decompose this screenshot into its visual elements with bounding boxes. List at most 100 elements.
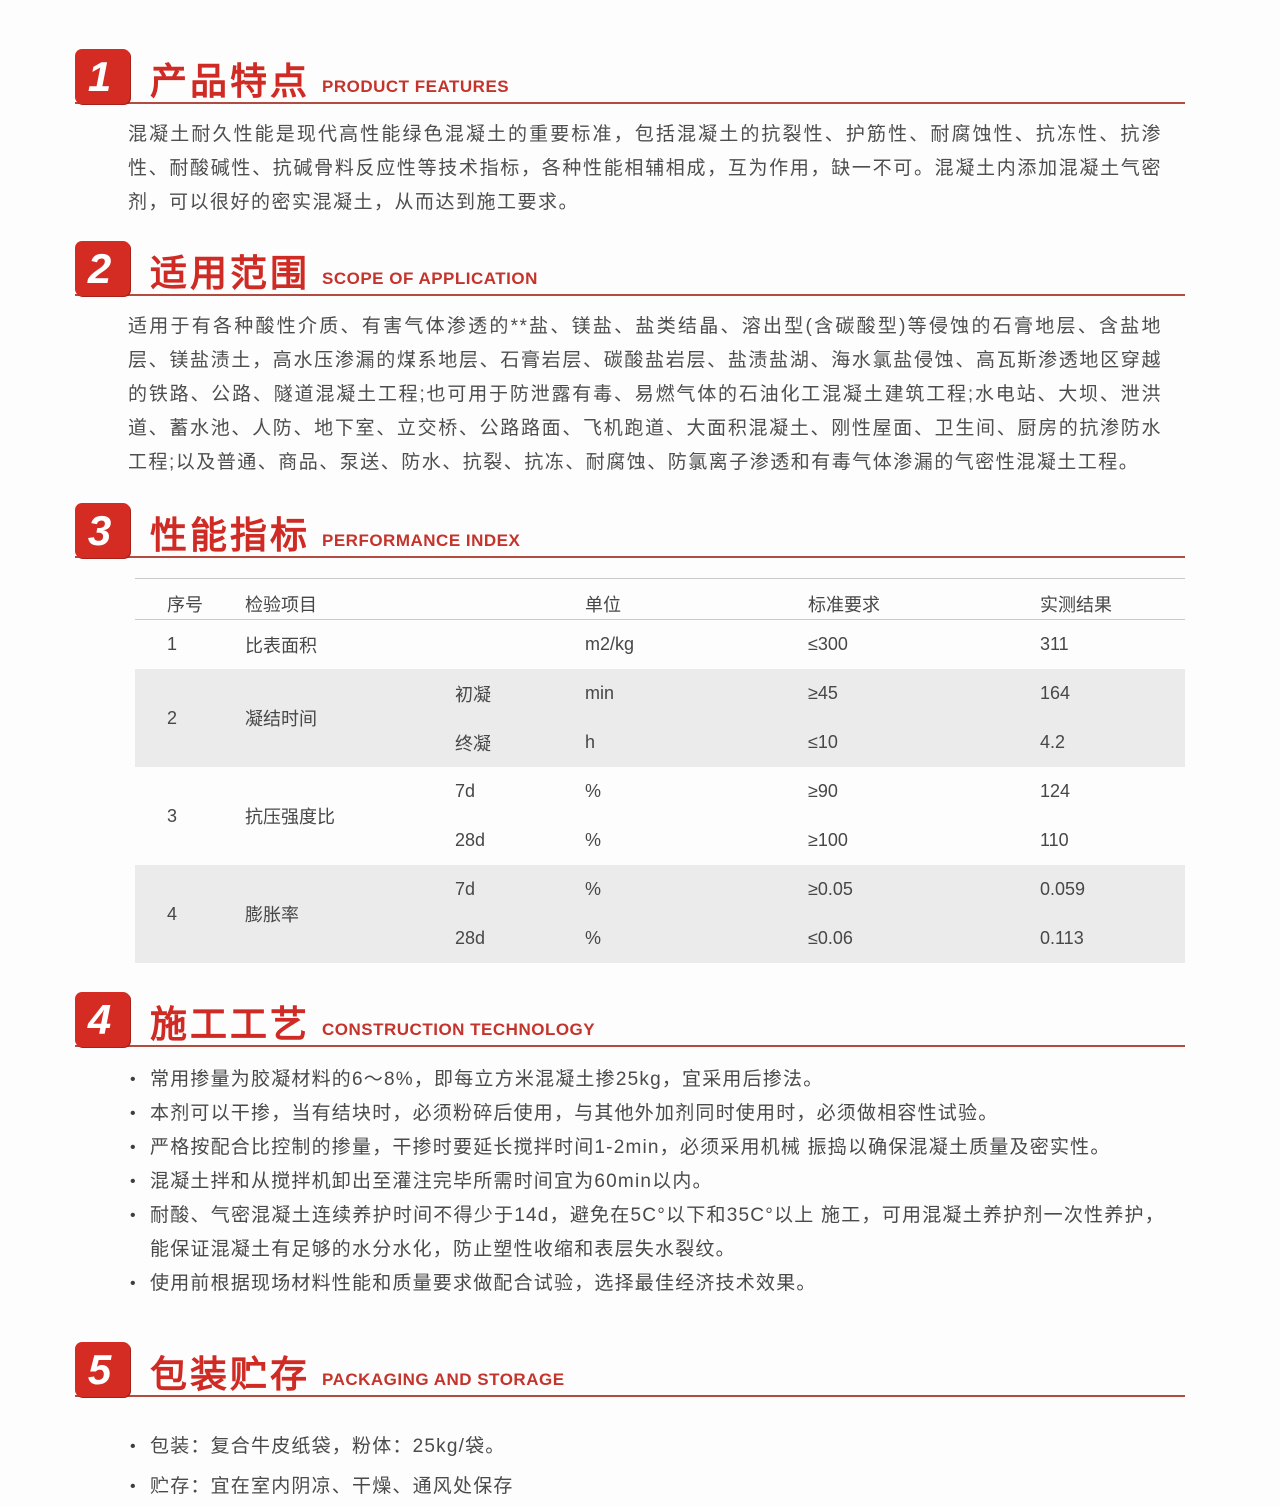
section-number: 3 <box>87 506 112 554</box>
bullet-text: 常用掺量为胶凝材料的6～8%，即每立方米混凝土掺25kg，宜采用后掺法。 <box>150 1069 824 1090</box>
bullet-dot-icon: • <box>130 1139 137 1156</box>
bullet-dot-icon: • <box>130 1478 137 1495</box>
cell-result: 4.2 <box>1040 732 1066 752</box>
section-header-product-features: 1 产品特点 PRODUCT FEATURES <box>75 46 1185 104</box>
cell-unit: % <box>585 830 602 850</box>
scope-paragraph: 适用于有各种酸性介质、有害气体渗透的**盐、镁盐、盐类结晶、溶出型(含碳酸型)等… <box>128 316 1162 473</box>
section-number: 5 <box>87 1345 112 1393</box>
cell-result: 110 <box>1040 830 1069 850</box>
bullet-text: 混凝土拌和从搅拌机卸出至灌注完毕所需时间宜为60min以内。 <box>150 1171 713 1192</box>
bullet-dot-icon: • <box>130 1207 137 1224</box>
cell-item: 比表面积 <box>245 635 317 656</box>
bullet-dot-icon: • <box>130 1438 137 1455</box>
cell-unit: h <box>585 732 596 752</box>
cell-standard: ≤300 <box>808 634 848 654</box>
cell-sub: 终凝 <box>455 733 491 754</box>
section-header-scope: 2 适用范围 SCOPE OF APPLICATION <box>75 238 1185 296</box>
col-header-standard: 标准要求 <box>808 594 880 615</box>
cell-unit: min <box>585 683 615 703</box>
section-number: 1 <box>87 52 112 100</box>
cell-sub <box>445 620 585 669</box>
cell-standard: ≤10 <box>808 732 838 752</box>
cell-sub: 7d <box>455 879 476 899</box>
performance-table: 序号 检验项目 单位 标准要求 实测结果 1 比表面积 m2/kg ≤300 3… <box>135 578 1185 963</box>
product-features-paragraph: 混凝土耐久性能是现代高性能绿色混凝土的重要标准，包括混凝土的抗裂性、护筋性、耐腐… <box>128 124 1162 213</box>
section-header-packaging: 5 包装贮存 PACKAGING AND STORAGE <box>75 1339 1185 1397</box>
section-number-badge: 1 <box>75 49 130 104</box>
section-number-badge: 2 <box>75 241 130 296</box>
col-header-unit: 单位 <box>585 594 621 615</box>
cell-item: 凝结时间 <box>245 709 317 729</box>
section-title: 施工工艺 <box>150 1004 310 1045</box>
cell-result: 124 <box>1040 781 1071 801</box>
bullet-text: 使用前根据现场材料性能和质量要求做配合试验，选择最佳经济技术效果。 <box>150 1273 817 1294</box>
cell-standard: ≥45 <box>808 683 838 703</box>
cell-item: 膨胀率 <box>245 905 299 925</box>
bullet-dot-icon: • <box>130 1105 137 1122</box>
list-item: • 常用掺量为胶凝材料的6～8%，即每立方米混凝土掺25kg，宜采用后掺法。 <box>128 1063 1165 1097</box>
section-header-performance: 3 性能指标 PERFORMANCE INDEX <box>75 500 1185 558</box>
section-subtitle: PRODUCT FEATURES <box>322 77 510 96</box>
cell-sub: 28d <box>455 928 486 948</box>
list-item: • 严格按配合比控制的掺量，干掺时要延长搅拌时间1-2min，必须采用机械 振捣以… <box>128 1131 1165 1165</box>
cell-sub: 28d <box>455 830 486 850</box>
list-item: • 耐酸、气密混凝土连续养护时间不得少于14d，避免在5C°以下和35C°以上 施… <box>128 1199 1165 1267</box>
section-number-badge: 5 <box>75 1342 130 1397</box>
cell-standard: ≥100 <box>808 830 848 850</box>
cell-standard: ≤0.06 <box>808 928 853 948</box>
construction-bullet-list: • 常用掺量为胶凝材料的6～8%，即每立方米混凝土掺25kg，宜采用后掺法。 • 本… <box>128 1063 1165 1301</box>
col-header-no: 序号 <box>167 594 203 615</box>
section-subtitle: CONSTRUCTION TECHNOLOGY <box>322 1020 596 1039</box>
cell-standard: ≥90 <box>808 781 838 801</box>
section-title: 适用范围 <box>150 253 310 294</box>
section-number-badge: 4 <box>75 992 130 1047</box>
list-item: • 贮存：宜在室内阴凉、干燥、通风处保存 <box>128 1467 1165 1507</box>
cell-sub: 初凝 <box>455 684 491 705</box>
cell-result: 0.059 <box>1040 879 1086 899</box>
section-number-badge: 3 <box>75 503 130 558</box>
bullet-dot-icon: • <box>130 1173 137 1190</box>
section-title: 包装贮存 <box>150 1354 310 1395</box>
cell-no: 2 <box>167 707 178 728</box>
col-header-item: 检验项目 <box>245 594 317 615</box>
cell-unit: % <box>585 879 602 899</box>
cell-item: 抗压强度比 <box>245 807 335 827</box>
cell-sub: 7d <box>455 781 476 801</box>
section-title: 性能指标 <box>150 515 310 556</box>
bullet-dot-icon: • <box>130 1275 137 1292</box>
list-item: • 混凝土拌和从搅拌机卸出至灌注完毕所需时间宜为60min以内。 <box>128 1165 1165 1199</box>
section-number: 2 <box>87 244 112 292</box>
table-row: 2 凝结时间 初凝 min ≥45 164 终凝 h ≤10 4.2 <box>135 669 1185 767</box>
table-header-row: 序号 检验项目 单位 标准要求 实测结果 <box>135 578 1185 620</box>
section-title: 产品特点 <box>150 61 310 102</box>
section-subtitle: PERFORMANCE INDEX <box>322 531 521 550</box>
table-row: 4 膨胀率 7d % ≥0.05 0.059 28d % ≤0.06 0.113 <box>135 865 1185 963</box>
cell-unit: % <box>585 928 602 948</box>
section-subtitle: SCOPE OF APPLICATION <box>322 269 538 288</box>
cell-no: 4 <box>167 903 178 924</box>
col-header-result: 实测结果 <box>1040 594 1112 615</box>
cell-result: 0.113 <box>1040 928 1084 948</box>
cell-unit: m2/kg <box>585 634 635 654</box>
cell-unit: % <box>585 781 602 801</box>
section-header-construction: 4 施工工艺 CONSTRUCTION TECHNOLOGY <box>75 989 1185 1047</box>
bullet-text: 耐酸、气密混凝土连续养护时间不得少于14d，避免在5C°以下和35C°以上 施工… <box>150 1205 1165 1260</box>
cell-standard: ≥0.05 <box>808 879 853 899</box>
cell-no: 1 <box>167 634 178 654</box>
section-subtitle: PACKAGING AND STORAGE <box>322 1370 565 1389</box>
bullet-text: 贮存：宜在室内阴凉、干燥、通风处保存 <box>150 1476 514 1497</box>
list-item: • 本剂可以干掺，当有结块时，必须粉碎后使用，与其他外加剂同时使用时，必须做相容性… <box>128 1097 1165 1131</box>
table-row: 3 抗压强度比 7d % ≥90 124 28d % ≥100 110 <box>135 767 1185 865</box>
bullet-dot-icon: • <box>130 1071 137 1088</box>
cell-result: 311 <box>1040 634 1069 654</box>
table-row: 1 比表面积 m2/kg ≤300 311 <box>135 620 1185 669</box>
list-item: • 包装：复合牛皮纸袋，粉体：25kg/袋。 <box>128 1427 1165 1467</box>
packaging-bullet-list: • 包装：复合牛皮纸袋，粉体：25kg/袋。 • 贮存：宜在室内阴凉、干燥、通风处保… <box>128 1427 1165 1507</box>
cell-no: 3 <box>167 805 178 826</box>
list-item: • 使用前根据现场材料性能和质量要求做配合试验，选择最佳经济技术效果。 <box>128 1267 1165 1301</box>
section-number: 4 <box>87 995 112 1043</box>
bullet-text: 本剂可以干掺，当有结块时，必须粉碎后使用，与其他外加剂同时使用时，必须做相容性试… <box>150 1103 999 1124</box>
bullet-text: 包装：复合牛皮纸袋，粉体：25kg/袋。 <box>150 1436 506 1457</box>
